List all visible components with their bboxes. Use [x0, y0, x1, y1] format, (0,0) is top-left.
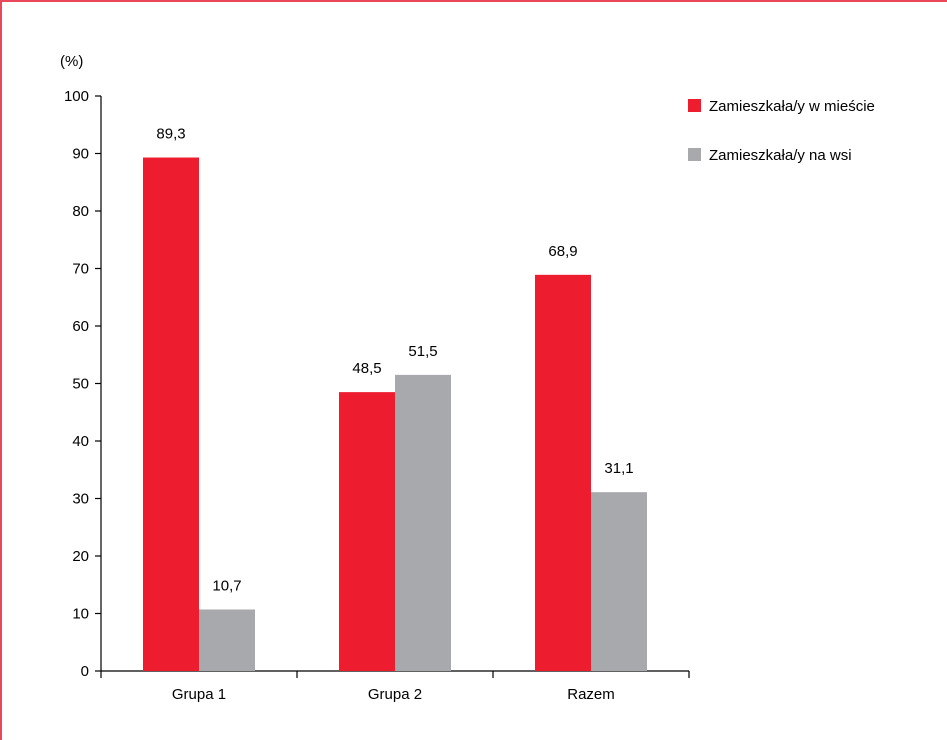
category-label: Grupa 2	[368, 686, 422, 703]
legend-label: Zamieszkała/y w mieście	[709, 98, 875, 115]
bar	[395, 374, 451, 671]
bar-value-label: 89,3	[156, 126, 185, 143]
y-tick-label: 20	[72, 548, 89, 565]
legend-swatch	[688, 148, 701, 161]
y-tick-label: 80	[72, 203, 89, 220]
bar	[143, 157, 199, 671]
category-label: Grupa 1	[172, 686, 226, 703]
legend-swatch	[688, 99, 701, 112]
y-tick-label: 90	[72, 146, 89, 163]
y-tick-label: 60	[72, 318, 89, 335]
bar-value-label: 51,5	[408, 343, 437, 360]
bar	[535, 274, 591, 671]
y-tick-label: 50	[72, 376, 89, 393]
bar-value-label: 10,7	[212, 577, 241, 594]
bar	[199, 609, 255, 671]
y-axis-unit-label: (%)	[60, 53, 83, 70]
y-tick-label: 40	[72, 433, 89, 450]
legend-label: Zamieszkała/y na wsi	[709, 147, 852, 164]
category-label: Razem	[567, 686, 615, 703]
bar	[591, 492, 647, 671]
bar	[339, 392, 395, 671]
y-tick-label: 10	[72, 606, 89, 623]
bar-value-label: 68,9	[548, 243, 577, 260]
y-tick-label: 30	[72, 491, 89, 508]
bar-value-label: 31,1	[604, 460, 633, 477]
bar-value-label: 48,5	[352, 360, 381, 377]
y-tick-label: 0	[81, 663, 89, 680]
y-tick-label: 70	[72, 261, 89, 278]
y-tick-label: 100	[64, 88, 89, 105]
